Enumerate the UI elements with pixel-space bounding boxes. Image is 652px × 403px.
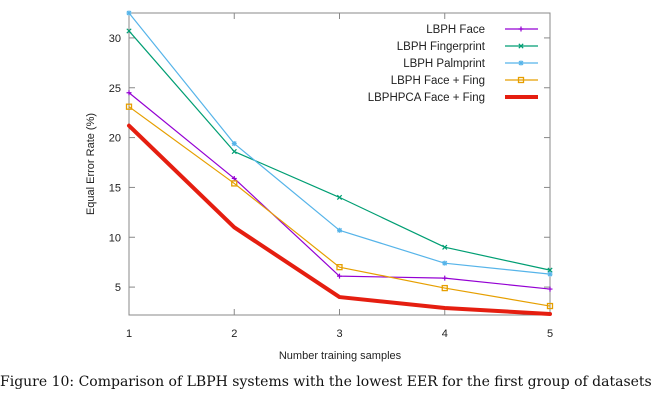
x-tick-label: 3 xyxy=(336,328,342,340)
series-lbphpca-face-fing xyxy=(127,123,552,317)
data-point xyxy=(231,141,237,147)
x-tick-label: 2 xyxy=(231,328,237,340)
x-axis-label: Number training samples xyxy=(279,350,402,362)
legend-item: LBPH Fingerprint xyxy=(397,41,538,53)
series-lbph-palmprint xyxy=(126,10,553,277)
legend-label: LBPH Face xyxy=(426,24,485,36)
y-tick-label: 10 xyxy=(109,232,121,244)
legend-marker xyxy=(518,60,524,66)
legend-item: LBPH Face + Fing xyxy=(391,75,538,87)
data-point xyxy=(442,275,448,281)
legend-label: LBPH Face + Fing xyxy=(391,75,485,87)
x-tick-label: 5 xyxy=(547,328,553,340)
data-point xyxy=(442,244,448,250)
series-lbph-face-fing xyxy=(125,103,554,310)
data-point xyxy=(337,273,342,279)
data-point xyxy=(126,10,132,16)
legend-marker xyxy=(518,26,524,32)
legend-marker xyxy=(517,76,525,84)
y-tick-label: 15 xyxy=(109,182,121,194)
data-point xyxy=(337,227,342,233)
data-point xyxy=(126,28,132,34)
data-point xyxy=(125,103,133,110)
series-lbph-fingerprint xyxy=(126,28,553,273)
series-line xyxy=(127,123,552,317)
series-line xyxy=(128,106,551,307)
data-point xyxy=(126,90,132,96)
y-tick-label: 25 xyxy=(109,83,121,95)
legend-marker xyxy=(518,43,524,49)
y-tick-label: 30 xyxy=(109,33,121,45)
x-tick-label: 1 xyxy=(126,328,132,340)
data-point xyxy=(231,148,237,155)
x-tick-label: 4 xyxy=(442,328,448,340)
legend-item: LBPH Face xyxy=(426,24,538,36)
legend-label: LBPH Palmprint xyxy=(403,58,486,70)
legend-item: LBPH Palmprint xyxy=(403,58,538,70)
series-line xyxy=(128,92,551,290)
data-point xyxy=(547,286,553,292)
data-point xyxy=(441,284,448,292)
data-point xyxy=(231,175,237,181)
legend-item: LBPHPCA Face + Fing xyxy=(368,92,538,104)
data-point xyxy=(547,271,553,277)
line-chart: 5 10 15 20 25 30 1 2 3 4 5 LBPH Face LBPH Fingerpri… xyxy=(85,10,554,362)
data-point xyxy=(336,194,343,201)
legend-label: LBPHPCA Face + Fing xyxy=(368,92,485,104)
data-point xyxy=(442,260,448,266)
series-line xyxy=(128,30,551,271)
legend-label: LBPH Fingerprint xyxy=(397,41,486,53)
y-axis-label: Equal Error Rate (%) xyxy=(85,113,97,215)
y-tick-label: 20 xyxy=(109,133,121,145)
series-lbph-face xyxy=(126,90,553,292)
data-point xyxy=(336,264,343,271)
data-point xyxy=(547,267,553,273)
data-point xyxy=(546,302,554,310)
y-tick-label: 5 xyxy=(115,282,121,294)
figure-caption: Figure 10: Comparison of LBPH systems wi… xyxy=(0,374,652,390)
data-point xyxy=(231,180,238,187)
